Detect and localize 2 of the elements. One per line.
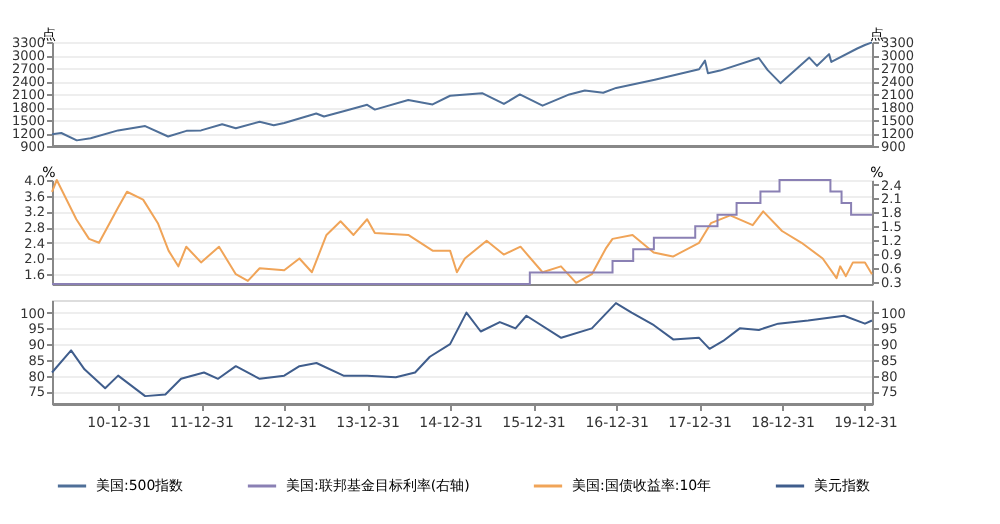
line-series <box>51 302 873 398</box>
line-series <box>51 41 873 142</box>
